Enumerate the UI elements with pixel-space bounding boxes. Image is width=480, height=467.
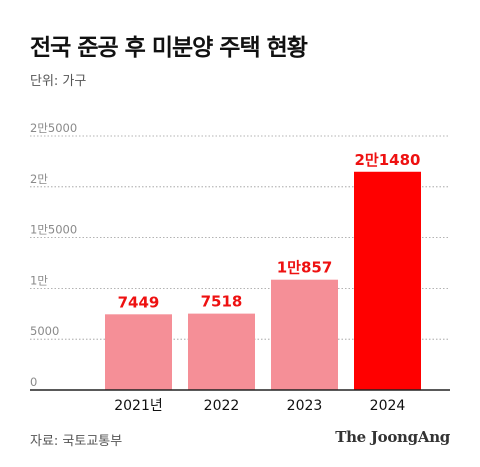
y-tick-label: 5000 [30, 324, 59, 338]
y-tick-label: 0 [30, 375, 37, 389]
data-label: 7518 [201, 293, 243, 311]
bar [354, 171, 421, 390]
y-tick-label: 2만5000 [30, 121, 77, 135]
chart-title: 전국 준공 후 미분양 주택 현황 [30, 35, 308, 61]
brand-logo: The JoongAng [335, 428, 450, 446]
bar [271, 279, 338, 390]
data-label: 2만1480 [355, 151, 421, 169]
x-tick-label: 2024 [370, 398, 406, 414]
data-label: 7449 [118, 293, 160, 311]
data-label: 1만857 [277, 259, 333, 277]
bar [105, 314, 172, 390]
x-tick-label: 2023 [287, 398, 323, 414]
y-tick-label: 2만 [30, 172, 48, 186]
unit-label: 단위: 가구 [30, 74, 87, 89]
y-tick-label: 1만5000 [30, 223, 77, 237]
y-tick-label: 1만 [30, 273, 48, 287]
x-tick-label: 2022 [204, 398, 240, 414]
x-tick-label: 2021년 [114, 398, 163, 414]
bar [188, 313, 255, 390]
source-label: 자료: 국토교통부 [30, 434, 123, 449]
